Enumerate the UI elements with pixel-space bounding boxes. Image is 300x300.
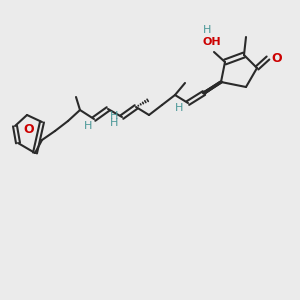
Text: H: H: [110, 111, 118, 121]
Text: H: H: [110, 118, 118, 128]
Text: OH: OH: [203, 37, 221, 47]
Text: O: O: [24, 123, 34, 136]
Text: H: H: [175, 103, 183, 113]
Text: H: H: [203, 25, 211, 35]
Text: H: H: [84, 121, 92, 131]
Text: O: O: [271, 52, 282, 64]
Polygon shape: [203, 82, 221, 94]
